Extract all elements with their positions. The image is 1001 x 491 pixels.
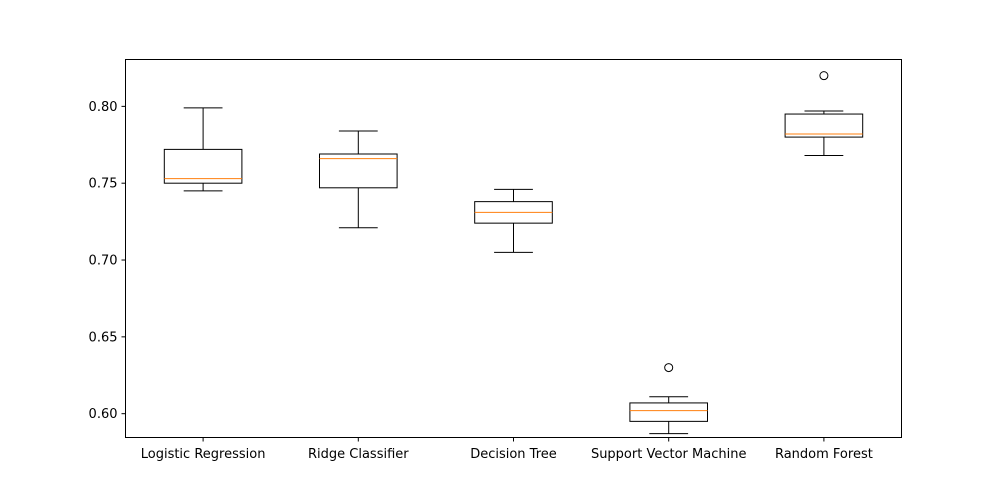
y-tick-label: 0.80 <box>89 100 118 115</box>
y-axis: 0.60 0.65 0.70 0.75 0.80 <box>89 100 126 422</box>
box-group <box>319 130 398 229</box>
outlier-point <box>819 71 829 81</box>
box-group <box>784 71 864 157</box>
iqr-box <box>319 153 398 189</box>
iqr-box <box>163 148 243 184</box>
iqr-box <box>629 402 709 422</box>
plot-area <box>163 71 864 435</box>
box-group <box>163 107 243 192</box>
x-tick-label: Decision Tree <box>470 447 557 462</box>
y-tick-label: 0.60 <box>89 407 118 422</box>
box-group <box>474 188 553 253</box>
x-tick-label: Random Forest <box>775 447 873 462</box>
y-tick-label: 0.65 <box>89 330 118 345</box>
y-tick-label: 0.70 <box>89 254 118 269</box>
box-group <box>629 363 709 435</box>
x-tick-label: Ridge Classifier <box>308 447 409 462</box>
x-axis: Logistic Regression Ridge Classifier Decis… <box>141 437 873 462</box>
x-tick-label: Support Vector Machine <box>591 447 747 462</box>
iqr-box <box>784 113 864 138</box>
x-tick-label: Logistic Regression <box>141 447 266 462</box>
y-tick-label: 0.75 <box>89 177 118 192</box>
outlier-point <box>664 363 674 373</box>
